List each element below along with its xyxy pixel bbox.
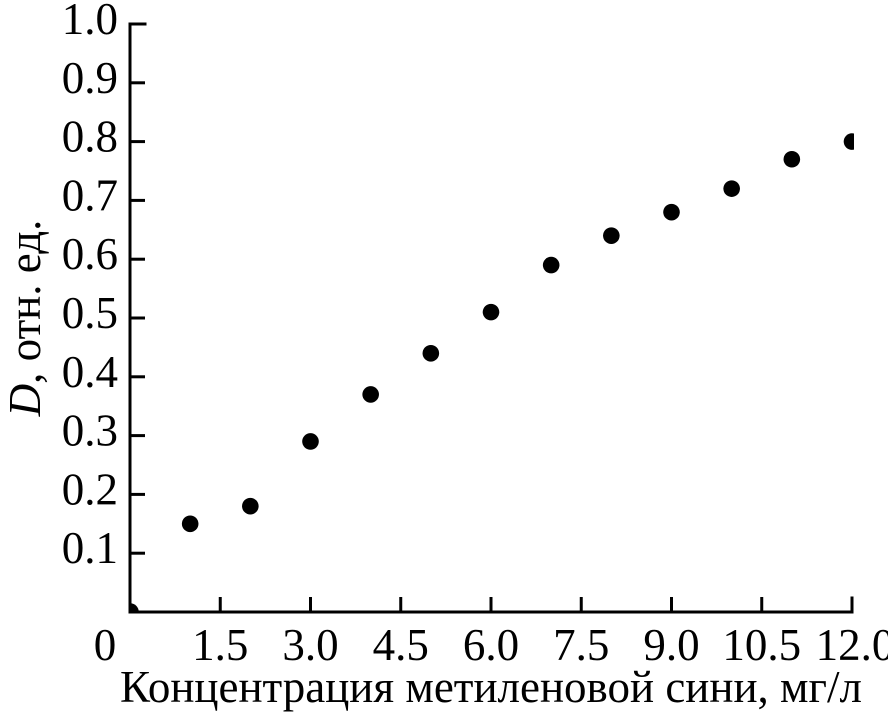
- svg-text:Концентрация метиленовой сини,: Концентрация метиленовой сини, мг/л: [120, 662, 862, 712]
- svg-text:0.4: 0.4: [62, 347, 118, 397]
- svg-text:0.1: 0.1: [62, 523, 118, 573]
- svg-text:0.6: 0.6: [62, 229, 118, 279]
- svg-text:0.9: 0.9: [62, 53, 118, 103]
- svg-text:0: 0: [94, 620, 117, 670]
- svg-text:0.3: 0.3: [62, 406, 118, 456]
- svg-text:0.2: 0.2: [62, 464, 118, 514]
- svg-text:D, отн. ед.: D, отн. ед.: [0, 220, 50, 418]
- svg-text:1.0: 1.0: [62, 0, 118, 44]
- svg-text:0.8: 0.8: [62, 112, 118, 162]
- svg-text:0.5: 0.5: [62, 288, 118, 338]
- svg-text:0.7: 0.7: [62, 170, 118, 220]
